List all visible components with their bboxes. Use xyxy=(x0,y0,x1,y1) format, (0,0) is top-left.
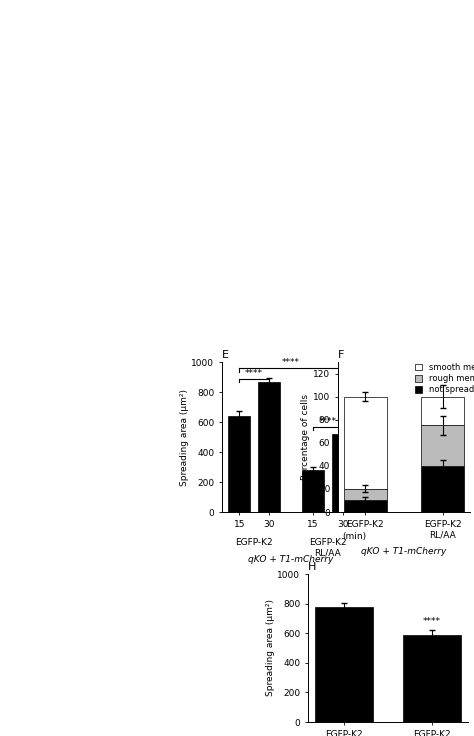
Bar xyxy=(344,500,387,512)
Y-axis label: Percentage of cells: Percentage of cells xyxy=(301,394,310,480)
Text: ****: **** xyxy=(319,417,337,425)
Text: EGFP-K2
RL/AA: EGFP-K2 RL/AA xyxy=(309,538,346,558)
Y-axis label: Spreading area (µm²): Spreading area (µm²) xyxy=(265,600,274,696)
Bar xyxy=(332,434,354,512)
Text: EGFP-K2: EGFP-K2 xyxy=(235,538,273,548)
Text: E: E xyxy=(222,350,229,360)
Text: ****: **** xyxy=(282,358,300,367)
Y-axis label: Spreading area (µm²): Spreading area (µm²) xyxy=(180,389,189,486)
Text: ****: **** xyxy=(423,617,441,626)
Bar xyxy=(228,416,250,512)
Text: (min): (min) xyxy=(343,532,367,541)
Bar xyxy=(421,425,464,466)
Bar xyxy=(258,381,280,512)
Text: qKO + T1-mCherry: qKO + T1-mCherry xyxy=(248,556,334,565)
Text: H: H xyxy=(308,562,316,572)
Legend: smooth membrane, rough membrane, not spread: smooth membrane, rough membrane, not spr… xyxy=(415,363,474,394)
Bar xyxy=(344,397,387,489)
Text: ****: **** xyxy=(245,369,263,378)
Text: F: F xyxy=(338,350,345,360)
Bar xyxy=(421,397,464,425)
Bar xyxy=(421,466,464,512)
Bar xyxy=(315,606,373,722)
Text: qKO + T1-mCherry: qKO + T1-mCherry xyxy=(361,547,447,556)
Bar xyxy=(344,489,387,500)
Bar xyxy=(302,470,324,512)
Bar xyxy=(403,634,461,722)
